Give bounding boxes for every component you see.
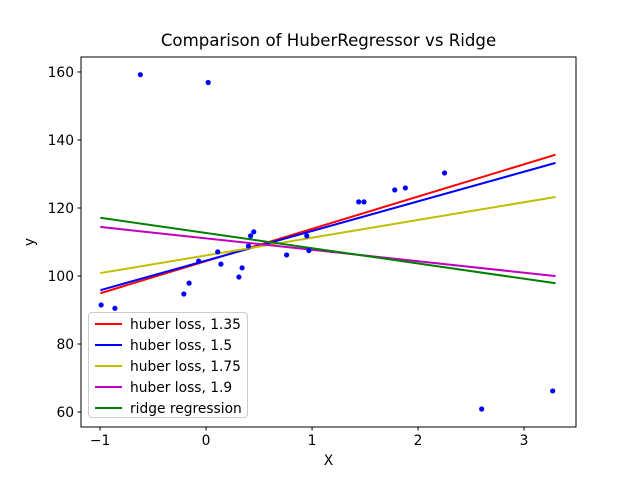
scatter-point [306, 247, 312, 254]
y-tick-label: 60 [56, 405, 74, 421]
scatter-point [239, 265, 245, 271]
x-tick-label: −1 [90, 433, 110, 449]
data-layer [98, 72, 556, 412]
scatter-point [479, 406, 485, 412]
scatter-point [356, 199, 362, 205]
scatter-point [402, 185, 408, 191]
regression-line [100, 153, 556, 295]
y-tick-label: 120 [48, 201, 74, 217]
regression-line [100, 162, 556, 291]
scatter-point [284, 252, 290, 258]
regression-line [100, 216, 556, 285]
legend-label-huber-175: huber loss, 1.75 [130, 359, 241, 375]
y-tick-label: 100 [48, 269, 74, 285]
scatter-point [247, 233, 254, 239]
scatter-point [361, 199, 367, 205]
legend-label-huber-135: huber loss, 1.35 [130, 317, 241, 333]
scatter-point [98, 302, 104, 308]
x-tick-label: 2 [414, 433, 423, 449]
y-tick-label: 160 [48, 65, 74, 81]
scatter-point [550, 388, 556, 394]
scatter-point [196, 258, 202, 264]
x-axis-label: X [324, 453, 334, 469]
regression-line [100, 226, 556, 278]
scatter-point [181, 291, 187, 297]
y-tick-label: 140 [48, 133, 74, 149]
scatter-point [251, 229, 257, 235]
scatter-point [112, 305, 118, 311]
x-tick-label: 1 [308, 433, 317, 449]
chart-title: Comparison of HuberRegressor vs Ridge [161, 31, 496, 50]
scatter-point [205, 79, 211, 86]
scatter-point [441, 170, 448, 176]
y-axis-label: y [22, 238, 38, 246]
scatter-point [186, 280, 192, 286]
scatter-point [392, 187, 398, 193]
scatter-point [236, 274, 242, 280]
scatter-point [304, 233, 310, 239]
legend-label-huber-19: huber loss, 1.9 [130, 380, 232, 396]
scatter-point [218, 261, 224, 267]
legend-box [88, 312, 248, 418]
scatter-point [137, 72, 143, 78]
tick-layer: −1 0 1 2 3 60 80 100 120 140 160 [48, 65, 529, 449]
regression-line [100, 196, 556, 274]
legend-label-ridge: ridge regression [130, 401, 242, 417]
x-tick-label: 0 [202, 433, 211, 449]
legend-label-huber-15: huber loss, 1.5 [130, 338, 232, 354]
scatter-point [245, 243, 252, 249]
y-tick-label: 80 [56, 337, 74, 353]
scatter-point [215, 249, 221, 255]
x-tick-label: 3 [520, 433, 529, 449]
legend: huber loss, 1.35 huber loss, 1.5 huber l… [88, 312, 248, 418]
